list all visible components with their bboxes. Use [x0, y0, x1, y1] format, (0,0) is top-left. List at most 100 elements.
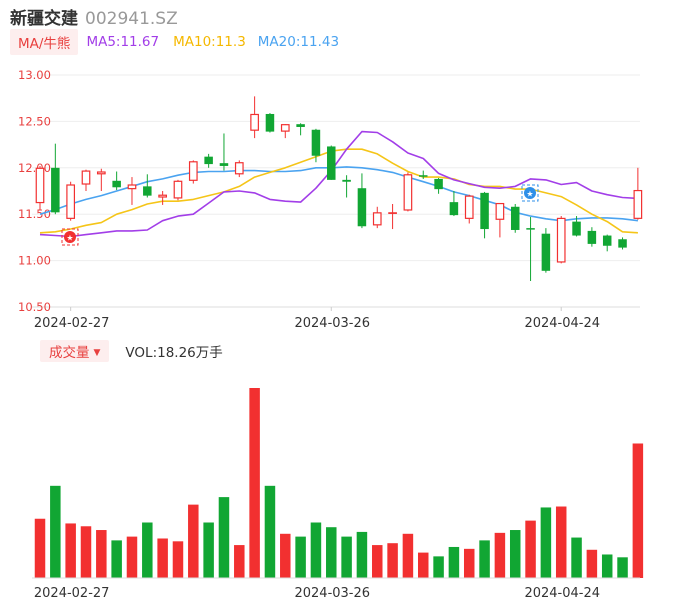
candle[interactable]	[602, 234, 612, 252]
candle[interactable]	[541, 228, 551, 273]
volume-bar[interactable]	[295, 536, 306, 578]
volume-bar[interactable]	[34, 518, 46, 578]
volume-bar[interactable]	[586, 549, 598, 578]
candle[interactable]	[173, 179, 183, 201]
volume-bar[interactable]	[402, 533, 414, 578]
candle-body	[173, 180, 183, 199]
volume-bar[interactable]	[433, 556, 444, 578]
candle[interactable]	[495, 202, 505, 238]
candle[interactable]	[342, 175, 351, 198]
volume-bar[interactable]	[218, 497, 230, 578]
volume-x-tick-label: 2024-03-26	[294, 586, 370, 601]
volume-bar[interactable]	[341, 536, 352, 578]
candle-body	[81, 170, 91, 185]
candle[interactable]	[81, 169, 91, 191]
candle[interactable]	[188, 160, 198, 184]
candle[interactable]	[250, 96, 259, 139]
candle-body	[250, 113, 259, 131]
candle[interactable]	[434, 178, 443, 194]
stock-code: 002941.SZ	[85, 9, 178, 29]
bear-signal-icon[interactable]: ★	[521, 184, 539, 202]
candle[interactable]	[66, 181, 76, 221]
candle[interactable]	[51, 143, 60, 215]
candle[interactable]	[572, 216, 581, 237]
ma20-legend: MA20:11.43	[257, 34, 340, 50]
volume-bar[interactable]	[356, 531, 368, 578]
candle[interactable]	[357, 173, 367, 229]
volume-bar[interactable]	[632, 443, 644, 578]
candle[interactable]	[372, 206, 382, 229]
volume-bar[interactable]	[80, 526, 92, 578]
candle-body	[296, 124, 305, 127]
volume-bar[interactable]	[264, 485, 276, 578]
candle[interactable]	[219, 133, 229, 171]
volume-bar[interactable]	[525, 520, 536, 578]
volume-bar[interactable]	[571, 537, 582, 578]
candle[interactable]	[127, 177, 137, 205]
volume-bars	[32, 388, 644, 579]
bull-signal-icon[interactable]: ★	[61, 228, 79, 246]
candle-body	[327, 146, 336, 180]
volume-bar[interactable]	[142, 522, 153, 578]
volume-bar[interactable]	[601, 554, 613, 578]
volume-bar[interactable]	[203, 522, 214, 578]
candle[interactable]	[388, 203, 397, 230]
candle[interactable]	[419, 170, 428, 179]
volume-bar[interactable]	[65, 523, 76, 578]
volume-bar[interactable]	[96, 530, 107, 578]
volume-bar[interactable]	[463, 548, 475, 578]
volume-bar[interactable]	[157, 538, 168, 578]
candle[interactable]	[311, 128, 321, 163]
candle[interactable]	[96, 168, 106, 191]
volume-bar[interactable]	[387, 543, 398, 578]
candle-body	[480, 192, 489, 230]
volume-bar[interactable]	[540, 507, 552, 578]
candle[interactable]	[526, 216, 535, 282]
candle[interactable]	[587, 227, 597, 247]
volume-bar[interactable]	[326, 527, 337, 578]
volume-bar[interactable]	[509, 530, 521, 578]
volume-bar[interactable]	[50, 485, 61, 578]
volume-bar[interactable]	[448, 546, 460, 578]
volume-bar[interactable]	[234, 545, 245, 578]
volume-bar[interactable]	[494, 532, 506, 578]
candle[interactable]	[510, 203, 520, 233]
volume-bar[interactable]	[188, 504, 199, 578]
candle[interactable]	[633, 167, 643, 220]
candle[interactable]	[112, 171, 121, 191]
ma10-line	[39, 148, 638, 234]
candle[interactable]	[234, 160, 244, 178]
volume-bar[interactable]	[418, 552, 429, 578]
stock-name: 新疆交建	[10, 9, 78, 29]
candle[interactable]	[480, 191, 489, 239]
candle[interactable]	[449, 191, 459, 217]
volume-x-tick-label: 2024-04-24	[524, 586, 600, 601]
volume-indicator-dropdown[interactable]: 成交量 ▼	[40, 340, 110, 362]
price-y-tick-label: 11.50	[18, 207, 51, 221]
volume-bar[interactable]	[280, 533, 291, 578]
volume-bar[interactable]	[479, 540, 490, 578]
candle[interactable]	[280, 124, 290, 139]
volume-bar[interactable]	[310, 522, 322, 578]
candle[interactable]	[204, 153, 213, 168]
candle[interactable]	[265, 113, 275, 133]
volume-bar[interactable]	[617, 557, 628, 578]
candle[interactable]	[618, 237, 627, 250]
candle[interactable]	[158, 191, 167, 205]
candle[interactable]	[464, 194, 474, 224]
volume-bar[interactable]	[126, 536, 138, 578]
candle[interactable]	[143, 174, 152, 198]
ma-indicator-tag[interactable]: MA/牛熊	[10, 29, 79, 55]
candle[interactable]	[35, 165, 45, 210]
volume-bar[interactable]	[372, 545, 383, 578]
volume-bar[interactable]	[172, 541, 184, 578]
candle[interactable]	[296, 123, 305, 136]
candle[interactable]	[327, 145, 336, 180]
candle[interactable]	[403, 172, 413, 212]
volume-bar[interactable]	[111, 540, 122, 578]
volume-bar[interactable]	[249, 388, 260, 578]
volume-bar[interactable]	[555, 506, 567, 578]
candle-body	[188, 161, 198, 181]
candle[interactable]	[556, 216, 566, 264]
